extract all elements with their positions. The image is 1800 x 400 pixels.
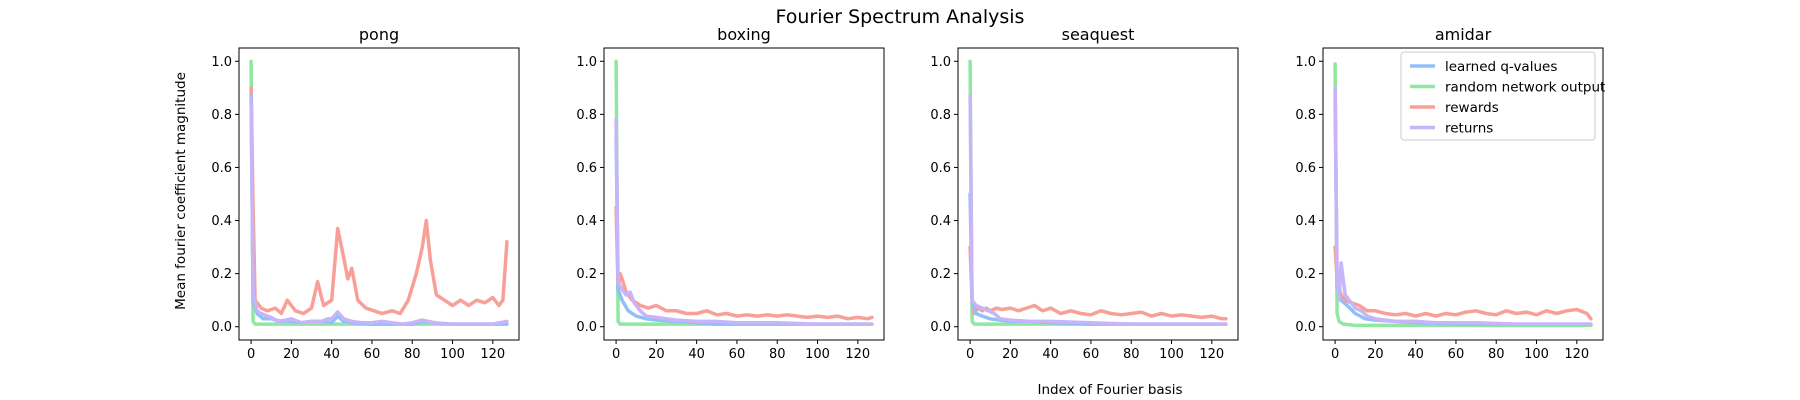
x-tick-label: 20: [648, 347, 665, 362]
plot-frame: [238, 47, 520, 341]
plot-frame: [957, 47, 1239, 341]
y-tick-label: 0.4: [930, 214, 951, 229]
y-tick-label: 0.6: [576, 161, 597, 176]
series-line-random-network-output: [968, 59, 1228, 326]
y-tick-label: 1.0: [576, 55, 597, 70]
x-tick-label: 60: [1448, 347, 1465, 362]
x-tick-label: 80: [769, 347, 786, 362]
y-tick-label: 0.4: [576, 214, 597, 229]
x-tick-label: 20: [1367, 347, 1384, 362]
x-tick-label: 100: [805, 347, 830, 362]
x-axis-label: Index of Fourier basis: [1038, 382, 1183, 398]
y-tick-label: 0.2: [930, 267, 951, 282]
y-tick-label: 0.4: [211, 214, 232, 229]
x-tick-label: 80: [404, 347, 421, 362]
x-tick-label: 60: [1083, 347, 1100, 362]
legend: learned q-values random network output rew…: [1400, 51, 1605, 141]
y-tick-label: 1.0: [930, 55, 951, 70]
x-tick-label: 0: [966, 347, 974, 362]
y-tick-label: 1.0: [211, 55, 232, 70]
y-tick-label: 0.2: [1295, 267, 1316, 282]
y-tick-label: 0.0: [211, 320, 232, 335]
panel-title: amidar: [1435, 25, 1492, 44]
panel-seaquest: 0 20 40 60 80 100 120 0.0 0.2 0.4 0.6 0.8 1.0 seaques…: [930, 25, 1239, 362]
y-tick-label: 0.6: [930, 161, 951, 176]
series-line-random-network-output: [249, 59, 509, 326]
series-line-rewards: [968, 245, 1228, 321]
x-tick-label: 120: [1199, 347, 1224, 362]
y-tick-label: 1.0: [1295, 55, 1316, 70]
y-axis-label: Mean fourier coefficient magnitude: [173, 72, 189, 310]
series-line-learned-q-values: [968, 192, 1228, 326]
x-tick-label: 0: [1331, 347, 1339, 362]
y-tick-label: 0.4: [1295, 214, 1316, 229]
series-line-learned-q-values: [614, 133, 874, 326]
x-tick-label: 40: [688, 347, 705, 362]
panel-boxing: 0 20 40 60 80 100 120 0.0 0.2 0.4 0.6 0.8 1.0 boxing: [576, 25, 885, 362]
y-tick-label: 0.8: [1295, 108, 1316, 123]
legend-label: rewards: [1445, 100, 1499, 116]
legend-label: random network output: [1445, 80, 1605, 96]
panel-amidar: 0 20 40 60 80 100 120 0.0 0.2 0.4 0.6 0.8 1.0 amidar: [1295, 25, 1604, 362]
y-tick-label: 0.2: [576, 267, 597, 282]
series-line-learned-q-values: [249, 94, 509, 326]
legend-box: [1400, 51, 1596, 141]
series-line-returns: [249, 96, 509, 326]
figure-title: Fourier Spectrum Analysis: [776, 6, 1025, 28]
x-tick-label: 40: [323, 347, 340, 362]
series-line-rewards: [1333, 245, 1593, 321]
series-line-returns: [1333, 86, 1593, 326]
y-tick-label: 0.8: [576, 108, 597, 123]
y-tick-label: 0.8: [930, 108, 951, 123]
panel-pong: 0 20 40 60 80 100 120 0.0 0.2 0.4 0.6 0.8 1.0 pong: [211, 25, 520, 362]
panels: 0 20 40 60 80 100 120 0.0 0.2 0.4 0.6 0.8 1.0 pong 0 20…: [211, 25, 1604, 362]
x-tick-label: 100: [1159, 347, 1184, 362]
plot-frame: [1322, 47, 1604, 341]
x-tick-label: 120: [1564, 347, 1589, 362]
x-tick-label: 120: [845, 347, 870, 362]
series-line-returns: [614, 117, 874, 326]
x-tick-label: 100: [440, 347, 465, 362]
series-line-rewards: [249, 86, 509, 316]
x-tick-label: 20: [283, 347, 300, 362]
x-tick-label: 80: [1123, 347, 1140, 362]
y-tick-label: 0.2: [211, 267, 232, 282]
x-tick-label: 40: [1042, 347, 1059, 362]
series-line-random-network-output: [614, 59, 874, 326]
y-tick-label: 0.6: [211, 161, 232, 176]
panel-title: boxing: [717, 25, 771, 44]
y-tick-label: 0.0: [576, 320, 597, 335]
x-tick-label: 120: [480, 347, 505, 362]
y-tick-label: 0.8: [211, 108, 232, 123]
legend-label: returns: [1445, 121, 1493, 137]
legend-label: learned q-values: [1445, 59, 1557, 75]
x-tick-label: 60: [729, 347, 746, 362]
x-tick-label: 100: [1524, 347, 1549, 362]
y-tick-label: 0.0: [930, 320, 951, 335]
x-tick-label: 0: [247, 347, 255, 362]
panel-title: seaquest: [1062, 25, 1135, 44]
x-tick-label: 40: [1407, 347, 1424, 362]
x-tick-label: 60: [364, 347, 381, 362]
x-tick-label: 80: [1488, 347, 1505, 362]
y-tick-label: 0.6: [1295, 161, 1316, 176]
series-line-returns: [968, 94, 1228, 326]
y-tick-label: 0.0: [1295, 320, 1316, 335]
x-tick-label: 0: [612, 347, 620, 362]
series-line-rewards: [614, 205, 874, 321]
panel-title: pong: [359, 25, 399, 44]
x-tick-label: 20: [1002, 347, 1019, 362]
plot-frame: [603, 47, 885, 341]
